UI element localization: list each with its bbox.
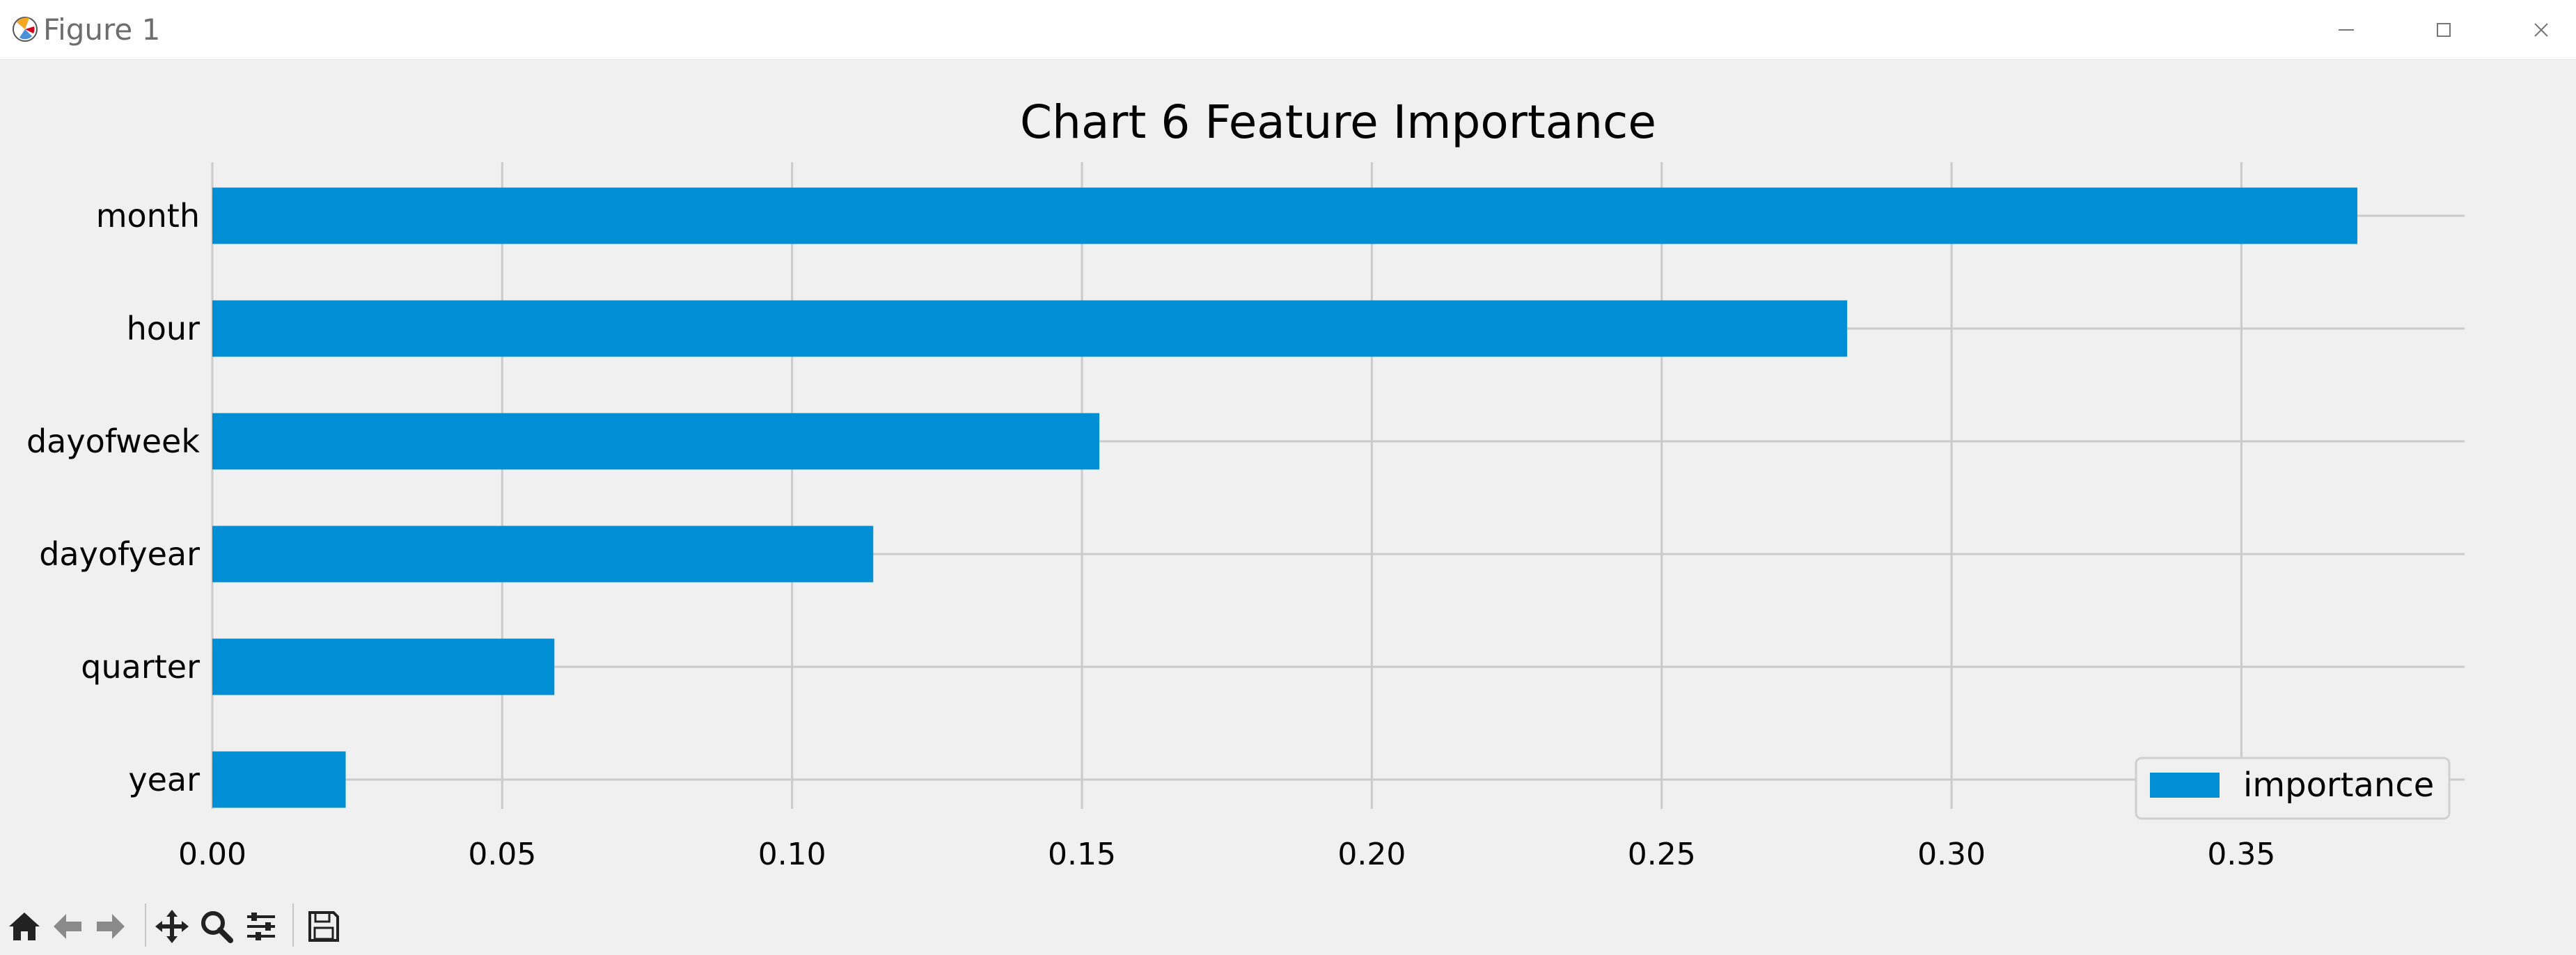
configure-subplots-button[interactable] [241, 906, 281, 947]
y-tick-label: month [96, 197, 200, 235]
legend-swatch [2150, 773, 2220, 798]
minimize-button[interactable] [2298, 0, 2395, 59]
x-tick-label: 0.00 [178, 837, 246, 872]
figure-canvas[interactable]: 0.00 0.05 0.10 0.15 0.20 0.25 0.30 0.35 month hou… [0, 60, 2576, 895]
bar-dayofweek [212, 413, 1100, 470]
navigation-toolbar [0, 895, 2576, 955]
legend: importance [2135, 757, 2451, 820]
maximize-button[interactable] [2395, 0, 2492, 59]
chart-title: Chart 6 Feature Importance [1020, 95, 1656, 149]
bar-chart: 0.00 0.05 0.10 0.15 0.20 0.25 0.30 0.35 month hou… [0, 60, 2576, 895]
x-tick-label: 0.25 [1628, 837, 1696, 872]
y-tick-label: quarter [81, 648, 200, 686]
x-tick-label: 0.35 [2207, 837, 2275, 872]
bar-year [212, 751, 346, 808]
back-arrow-icon [54, 914, 81, 939]
configure-subplots-icon [247, 913, 275, 940]
window-title: Figure 1 [43, 13, 161, 47]
back-button[interactable] [47, 906, 88, 947]
pan-button[interactable] [152, 906, 192, 947]
y-tick-label: hour [127, 310, 200, 347]
close-icon [2534, 22, 2548, 37]
toolbar-separator [292, 903, 294, 947]
y-tick-label: dayofweek [26, 423, 200, 460]
forward-arrow-icon [97, 914, 125, 939]
pan-icon [155, 910, 189, 943]
x-tick-label: 0.10 [758, 837, 826, 872]
save-icon [308, 911, 339, 942]
maximize-icon [2437, 22, 2451, 37]
bar-quarter [212, 638, 555, 695]
home-icon [9, 913, 40, 940]
x-tick-label: 0.15 [1048, 837, 1116, 872]
y-tick-label: dayofyear [39, 535, 200, 573]
legend-label: importance [2243, 766, 2434, 805]
x-tick-label: 0.05 [468, 837, 536, 872]
toolbar-separator [145, 903, 146, 947]
title-bar: Figure 1 [0, 0, 2576, 60]
matplotlib-app-icon [13, 17, 38, 42]
x-tick-label: 0.30 [1917, 837, 1986, 872]
y-tick-label: year [128, 761, 200, 798]
minimize-icon [2339, 29, 2354, 31]
bar-dayofyear [212, 526, 874, 583]
save-button[interactable] [304, 906, 344, 947]
x-tick-label: 0.20 [1337, 837, 1406, 872]
zoom-button[interactable] [196, 906, 237, 947]
close-button[interactable] [2492, 0, 2576, 59]
home-button[interactable] [4, 906, 45, 947]
bar-hour [212, 300, 1848, 357]
zoom-icon [201, 911, 233, 943]
forward-button[interactable] [91, 906, 131, 947]
bar-month [212, 187, 2357, 244]
